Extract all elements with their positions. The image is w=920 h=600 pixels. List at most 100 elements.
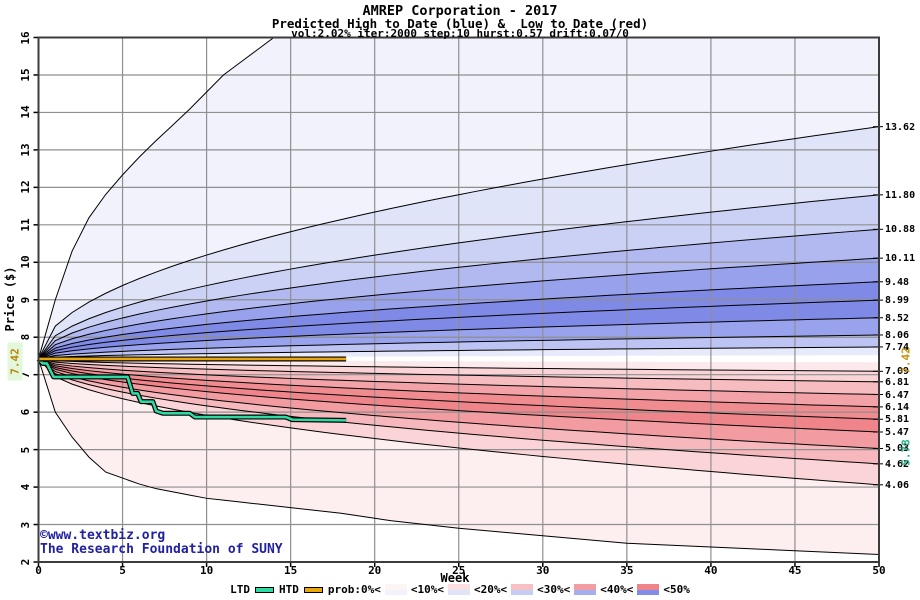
percentile-end-label: 6.81 — [885, 376, 910, 388]
percentile-end-label: 7.74 — [885, 341, 910, 353]
percentile-curve — [38, 334, 880, 360]
y-tick-label: 3 — [18, 521, 32, 528]
percentile-curve — [38, 358, 880, 396]
percentile-curve — [38, 358, 880, 449]
legend-band-swatch — [574, 584, 597, 595]
legend-band-swatch — [511, 584, 534, 595]
legend: LTD HTD prob:0%< <10%< <20%< <30%< <40%< <50% — [0, 583, 920, 596]
percentile-curve — [38, 194, 880, 360]
plot-border — [37, 36, 880, 563]
percentile-end-label: 8.06 — [885, 329, 910, 341]
legend-swatch-low-half — [447, 589, 470, 595]
x-tick-label: 15 — [284, 564, 298, 577]
y-tick-label: 12 — [18, 180, 32, 194]
y-tick-label: 4 — [18, 483, 32, 491]
y-tick-label: 14 — [18, 105, 32, 120]
x-tick-label: 45 — [788, 564, 802, 577]
percentile-end-label: 4.62 — [885, 458, 910, 470]
percentile-end-label: 10.11 — [885, 253, 916, 265]
legend-label: prob:0%< — [327, 583, 381, 596]
high-probability-band — [38, 37, 879, 359]
percentile-curve — [38, 257, 880, 360]
percentile-curve — [38, 126, 880, 360]
legend-swatch-low-half — [511, 589, 534, 595]
start-price-label: 7.42 — [7, 342, 23, 381]
x-tick-label: 30 — [536, 564, 550, 577]
percentile-end-label: 4.06 — [885, 479, 910, 491]
percentile-end-label: 5.81 — [885, 414, 910, 426]
low-probability-band — [38, 358, 879, 432]
legend-label: HTD — [279, 583, 299, 596]
y-tick-label: 9 — [18, 296, 32, 304]
legend-label: <50% — [663, 583, 690, 596]
percentile-end-label: 8.99 — [885, 295, 910, 307]
legend-label: <40%< — [600, 583, 634, 596]
low-probability-band — [38, 358, 879, 420]
x-tick-label: 50 — [872, 564, 886, 577]
percentile-curve — [38, 358, 880, 556]
x-tick-label: 35 — [620, 564, 634, 577]
legend-label: <20%< — [473, 583, 508, 596]
percentile-end-label: 8.52 — [885, 312, 910, 324]
y-tick-label: 2 — [18, 558, 32, 566]
chart-title: AMREP Corporation - 2017 — [362, 3, 558, 19]
legend-swatch-high-half — [384, 584, 407, 590]
x-tick-label: 0 — [35, 564, 42, 577]
percentile-curve — [38, 228, 880, 360]
chart-parameters: vol:2.02% iter:2000 step:10 hurst:0.57 d… — [291, 27, 629, 40]
legend-band-swatch — [447, 584, 470, 595]
high-probability-band — [38, 281, 879, 359]
legend-swatch-low-half — [384, 589, 407, 595]
percentile-end-label: 13.62 — [885, 121, 916, 133]
percentile-curve — [38, 358, 880, 383]
y-tick-label: 10 — [18, 255, 32, 269]
high-probability-band — [38, 258, 879, 359]
percentile-curve — [38, 317, 880, 360]
x-tick-label: 20 — [368, 564, 382, 577]
y-tick-label: 15 — [18, 68, 32, 82]
x-tick-label: 5 — [119, 564, 126, 577]
low-probability-band — [38, 358, 879, 464]
percentile-curve — [38, 358, 880, 433]
y-tick-label: 11 — [18, 218, 32, 232]
percentile-end-label: 6.47 — [885, 389, 910, 401]
legend-swatch-high-half — [511, 584, 534, 590]
y-axis-title: Price ($) — [3, 266, 17, 332]
y-tick-label: 16 — [18, 30, 32, 45]
legend-label: LTD — [230, 583, 250, 596]
percentile-curve — [38, 346, 880, 360]
legend-band-swatch — [637, 584, 660, 595]
percentile-curve — [38, 358, 880, 420]
legend-swatch-low-half — [637, 589, 660, 595]
percentile-curve — [38, 358, 880, 408]
percentile-end-label: 5.03 — [885, 443, 910, 455]
htd-end-label: 7.42 — [899, 347, 913, 374]
legend-swatch-high-half — [637, 584, 660, 590]
watermark: ©www.textbiz.org The Research Foundation… — [40, 529, 283, 557]
x-tick-label: 25 — [452, 564, 466, 577]
low-probability-band — [38, 358, 879, 407]
percentile-end-label: 9.48 — [885, 276, 910, 288]
ltd-end-label: 5.78 — [899, 439, 913, 467]
percentile-curve — [38, 358, 880, 465]
legend-swatch-high-half — [447, 584, 470, 590]
x-tick-label: 40 — [704, 564, 718, 577]
watermark-site: ©www.textbiz.org — [40, 528, 166, 543]
percentile-curve — [38, 281, 880, 360]
percentile-end-label: 5.47 — [885, 426, 910, 438]
legend-label: <10%< — [410, 583, 444, 596]
chart-subtitle: Predicted High to Date (blue) & Low to D… — [271, 16, 649, 31]
legend-swatch-low-half — [574, 589, 597, 595]
ltd-line — [37, 358, 347, 422]
percentile-curve — [38, 358, 880, 372]
percentile-end-label: 6.14 — [885, 401, 910, 413]
legend-label: <30%< — [537, 583, 571, 596]
x-axis-title: Week — [440, 571, 470, 585]
low-probability-band — [38, 358, 879, 485]
legend-line-swatch — [255, 586, 274, 593]
percentile-curve — [38, 358, 880, 486]
high-probability-band — [38, 194, 879, 359]
y-tick-label: 6 — [18, 408, 32, 416]
